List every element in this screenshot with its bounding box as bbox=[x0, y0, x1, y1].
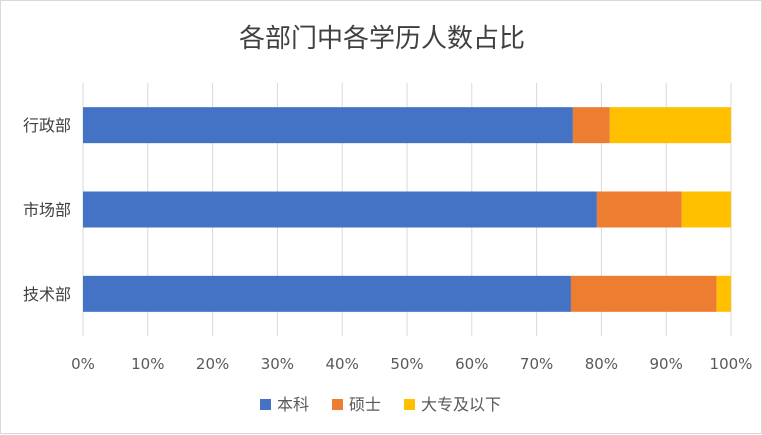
category-label: 技术部 bbox=[23, 285, 71, 304]
bar-segment bbox=[570, 275, 717, 312]
x-tick-label: 50% bbox=[390, 355, 423, 373]
x-tick-label: 30% bbox=[261, 355, 294, 373]
x-tick-label: 80% bbox=[585, 355, 618, 373]
bar-segment bbox=[83, 191, 597, 228]
category-label: 市场部 bbox=[23, 201, 71, 220]
legend: 本科 硕士 大专及以下 bbox=[260, 395, 501, 414]
x-tick-label: 100% bbox=[710, 355, 753, 373]
legend-label: 大专及以下 bbox=[421, 395, 501, 414]
bar-segment bbox=[609, 107, 731, 144]
legend-label: 本科 bbox=[277, 395, 309, 414]
bar-segment bbox=[681, 191, 731, 228]
bars bbox=[83, 107, 731, 312]
x-tick-labels: 0% 10% 20% 30% 40% 50% 60% 70% 80% 90% 100% bbox=[71, 355, 752, 373]
legend-swatch bbox=[332, 399, 343, 410]
category-label: 行政部 bbox=[23, 116, 71, 135]
x-tick-label: 40% bbox=[326, 355, 359, 373]
legend-swatch bbox=[404, 399, 415, 410]
x-tick-label: 0% bbox=[71, 355, 95, 373]
bar-segment bbox=[83, 275, 571, 312]
x-tick-label: 10% bbox=[131, 355, 164, 373]
bar-segment bbox=[716, 275, 731, 312]
x-tick-label: 90% bbox=[650, 355, 683, 373]
bar-segment bbox=[572, 107, 610, 144]
legend-swatch bbox=[260, 399, 271, 410]
chart-title: 各部门中各学历人数占比 bbox=[239, 24, 525, 54]
bar-segment bbox=[596, 191, 682, 228]
x-tick-label: 60% bbox=[455, 355, 488, 373]
x-tick-label: 20% bbox=[196, 355, 229, 373]
x-tick-label: 70% bbox=[520, 355, 553, 373]
legend-label: 硕士 bbox=[349, 395, 381, 414]
bar-segment bbox=[83, 107, 573, 144]
